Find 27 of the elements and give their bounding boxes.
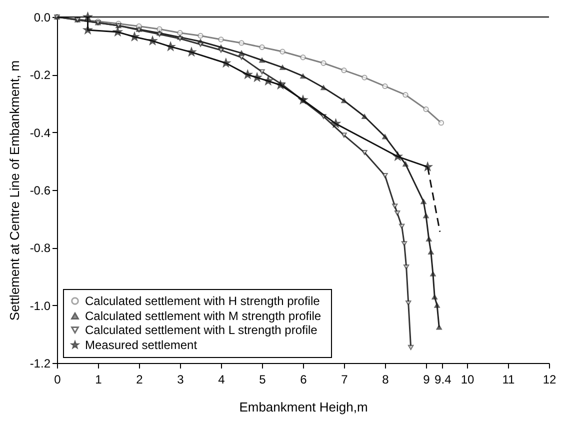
legend-label: Measured settlement — [85, 338, 198, 352]
y-tick-label: -0.2 — [30, 68, 51, 82]
x-tick-label: 0 — [54, 372, 62, 386]
x-tick-label: 4 — [218, 372, 226, 386]
x-tick-label: 1 — [95, 372, 102, 386]
x-tick-label: 3 — [177, 372, 184, 386]
y-axis-title: Settlement at Centre Line of Embankment, m — [6, 60, 22, 321]
y-tick-label: -0.8 — [30, 241, 51, 256]
x-tick-label: 10 — [460, 372, 474, 386]
x-tick-label: 8 — [382, 372, 390, 386]
y-tick-label: 0.0 — [34, 10, 51, 24]
y-tick-label: -0.6 — [30, 184, 51, 198]
y-tick-label: -1.0 — [30, 298, 51, 313]
y-tick-label: -0.4 — [30, 126, 51, 140]
x-tick-label: 9 — [423, 372, 430, 386]
legend-label: Calculated settlement with M strength profile — [85, 309, 322, 323]
legend-label: Calculated settlement with H strength profile — [85, 294, 320, 308]
x-tick-label: 11 — [502, 372, 516, 386]
x-axis-title: Embankment Heigh,m — [239, 400, 368, 414]
x-tick-label: 6 — [300, 372, 308, 386]
x-tick-label: 12 — [542, 372, 556, 386]
x-tick-label: 7 — [341, 372, 348, 386]
x-tick-label: 9.4 — [434, 372, 452, 386]
x-tick-label: 2 — [136, 372, 144, 386]
y-tick-label: -1.2 — [30, 356, 51, 370]
x-tick-label: 5 — [259, 372, 266, 386]
legend-label: Calculated settlement with L strength profile — [85, 323, 318, 337]
